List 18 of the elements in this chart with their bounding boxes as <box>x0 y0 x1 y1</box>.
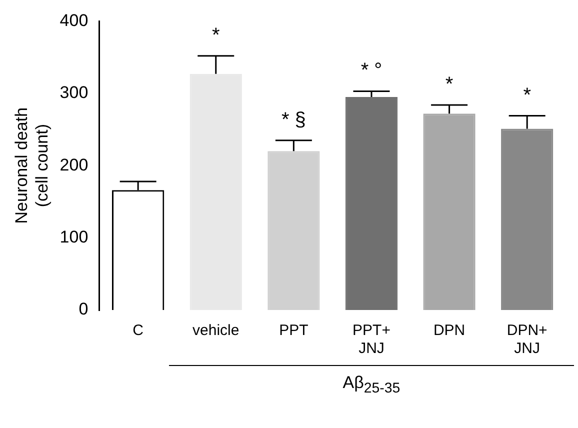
y-tick-label: 0 <box>78 300 88 319</box>
y-axis-title: Neuronal death (cell count) <box>12 107 52 224</box>
annotation: * <box>523 84 532 106</box>
x-tick-label: DPN+ JNJ <box>506 322 548 358</box>
x-tick-label: C <box>132 322 144 340</box>
annotation: * <box>445 73 454 96</box>
y-tick-label: 100 <box>60 227 88 246</box>
annotation: * § <box>281 108 306 131</box>
text: Aβ$_{25-35}$ <box>342 373 402 396</box>
y-tick-label: 300 <box>60 83 88 102</box>
y-tick-label: 400 <box>60 10 88 30</box>
annotation: * <box>212 24 220 46</box>
x-tick-label: vehicle <box>192 322 240 340</box>
annotation: * ° <box>360 60 382 82</box>
x-tick-label: PPT <box>279 322 308 340</box>
x-tick-label: DPN <box>433 322 466 340</box>
y-tick-label: 200 <box>60 155 88 174</box>
x-tick-label: PPT+ JNJ <box>352 322 391 358</box>
